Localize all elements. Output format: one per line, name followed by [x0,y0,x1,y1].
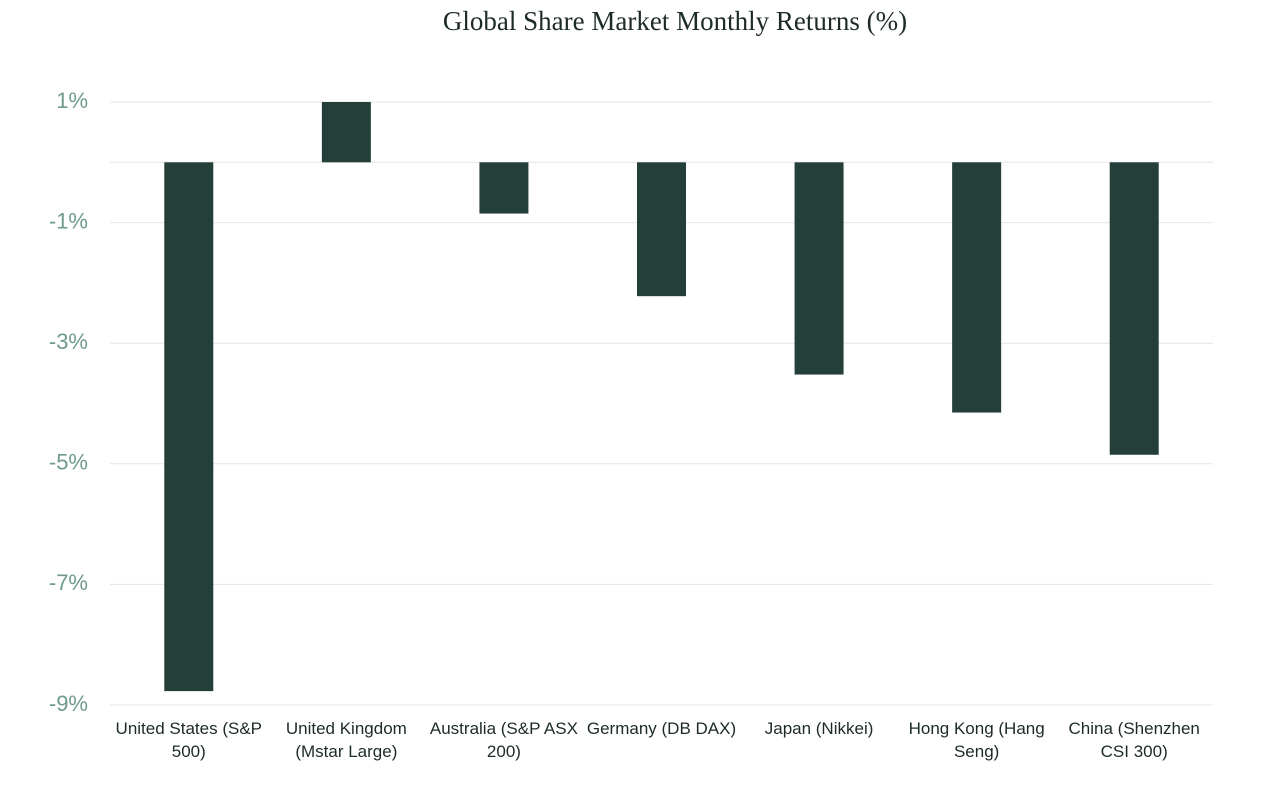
y-tick-label: -1% [49,208,88,233]
bar [479,162,529,214]
y-tick-label: -5% [49,450,88,475]
x-tick-label: United Kingdom (Mstar Large) [285,719,407,761]
x-tick-label: China (Shenzhen CSI 300) [1068,719,1200,761]
x-tick-label: Australia (S&P ASX 200) [429,719,578,761]
bar [164,162,214,692]
x-tick-label: Japan (Nikkei) [764,719,874,738]
y-tick-label: -7% [49,570,88,595]
bar [321,102,371,163]
x-tick-label: United States (S&P 500) [115,719,263,761]
bar [794,162,844,375]
bar [952,162,1002,413]
bar [637,162,686,297]
y-tick-label: 1% [56,88,88,113]
x-tick-label: Hong Kong (Hang Seng) [908,719,1045,761]
chart-title: Global Share Market Monthly Returns (%) [443,6,907,36]
y-tick-label: -9% [49,691,88,716]
x-tick-label: Germany (DB DAX) [586,719,737,738]
bar [1109,162,1159,455]
y-tick-label: -3% [49,329,88,354]
